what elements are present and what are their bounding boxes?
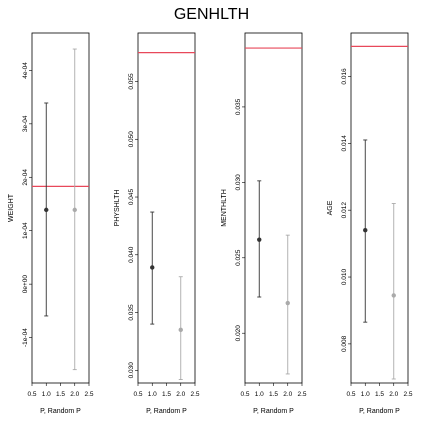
x-tick-label: 0.5 [240,391,249,398]
y-tick-label: 0.055 [128,73,135,90]
x-tick-label: 0.5 [133,391,142,398]
panel-age: 0.008 0.010 0.012 0.014 0.016 0.5 1.0 1.5 2.0 2.5… [327,32,413,415]
x-tick-label: 2.0 [389,391,398,398]
x-tick-label: 2.5 [84,391,93,398]
y-tick-label: 0.012 [341,202,348,219]
estimate-p [257,180,262,298]
y-tick-label: 1e-04 [22,222,29,239]
y-axis-label: MENTHLTH [221,189,228,227]
x-tick-label: 2.5 [297,391,306,398]
x-tick-label: 2.0 [283,391,292,398]
estimate-p [150,211,155,325]
x-axis-label: P, Random P [40,408,81,415]
x-tick-label: 2.0 [176,391,185,398]
panel-weight: -1e-04 0e+00 1e-04 2e-04 3e-04 4e-04 0.5 1.0 1.5… [8,32,94,415]
point-estimate [44,207,49,213]
y-tick-label: 0.030 [128,362,135,379]
y-tick-label: 0.010 [341,269,348,286]
y-tick-label: 0e+00 [22,275,29,294]
y-axis-label: AGE [327,200,334,215]
estimate-p [363,139,368,323]
y-tick-label: 0.030 [235,174,242,191]
x-tick-label: 0.5 [27,391,36,398]
y-tick-label: 0.008 [341,335,348,352]
x-tick-label: 0.5 [346,391,355,398]
x-tick-label: 1.5 [269,391,278,398]
y-tick-label: 0.020 [235,325,242,342]
x-tick-label: 2.0 [70,391,79,398]
y-tick-label: 0.045 [128,189,135,206]
x-tick-label: 1.5 [56,391,65,398]
plot-frame [137,32,196,384]
y-tick-label: 3e-04 [22,115,29,132]
x-tick-label: 2.5 [190,391,199,398]
point-estimate [178,327,183,333]
y-tick-label: 0.035 [235,98,242,115]
x-tick-label: 1.0 [255,391,264,398]
point-estimate [363,228,368,233]
estimate-random-p [285,234,290,375]
estimate-p [44,102,49,317]
y-tick-label: 0.040 [128,246,135,263]
x-tick-label: 2.5 [403,391,412,398]
panel-physhlth: 0.030 0.035 0.040 0.045 0.050 0.055 0.5 1.0 1.5 2… [114,32,200,415]
x-axis-label: P, Random P [359,408,400,415]
plot-frame [350,32,409,384]
x-tick-label: 1.0 [148,391,157,398]
estimate-random-p [178,276,183,380]
panels: -1e-04 0e+00 1e-04 2e-04 3e-04 4e-04 0.5 1.0 1.5… [8,32,413,415]
plot-frame [244,32,303,384]
y-tick-label: 0.035 [128,304,135,321]
y-tick-label: -1e-04 [22,328,29,347]
x-tick-label: 1.0 [361,391,370,398]
x-axis-label: P, Random P [253,408,294,415]
y-axis-label: PHYSHLTH [114,190,121,227]
y-tick-label: 0.016 [341,68,348,85]
estimate-random-p [72,48,77,371]
point-estimate [285,300,290,306]
x-axis-label: P, Random P [146,408,187,415]
y-tick-label: 0.025 [235,249,242,266]
y-tick-label: 4e-04 [22,62,29,79]
x-tick-label: 1.5 [162,391,171,398]
figure-title: GENHLTH [174,6,249,23]
x-tick-label: 1.0 [42,391,51,398]
x-tick-label: 1.5 [375,391,384,398]
point-estimate [72,207,77,213]
point-estimate [257,237,262,242]
panel-menthlth: 0.020 0.025 0.030 0.035 0.5 1.0 1.5 2.0 2.5 P, Ra… [221,32,307,415]
point-estimate [150,265,155,270]
y-axis-label: WEIGHT [8,193,15,222]
point-estimate [391,293,396,298]
plot-frame [31,32,90,384]
y-tick-label: 0.014 [341,135,348,152]
y-tick-label: 0.050 [128,131,135,148]
estimate-random-p [391,203,396,380]
y-tick-label: 2e-04 [22,169,29,186]
